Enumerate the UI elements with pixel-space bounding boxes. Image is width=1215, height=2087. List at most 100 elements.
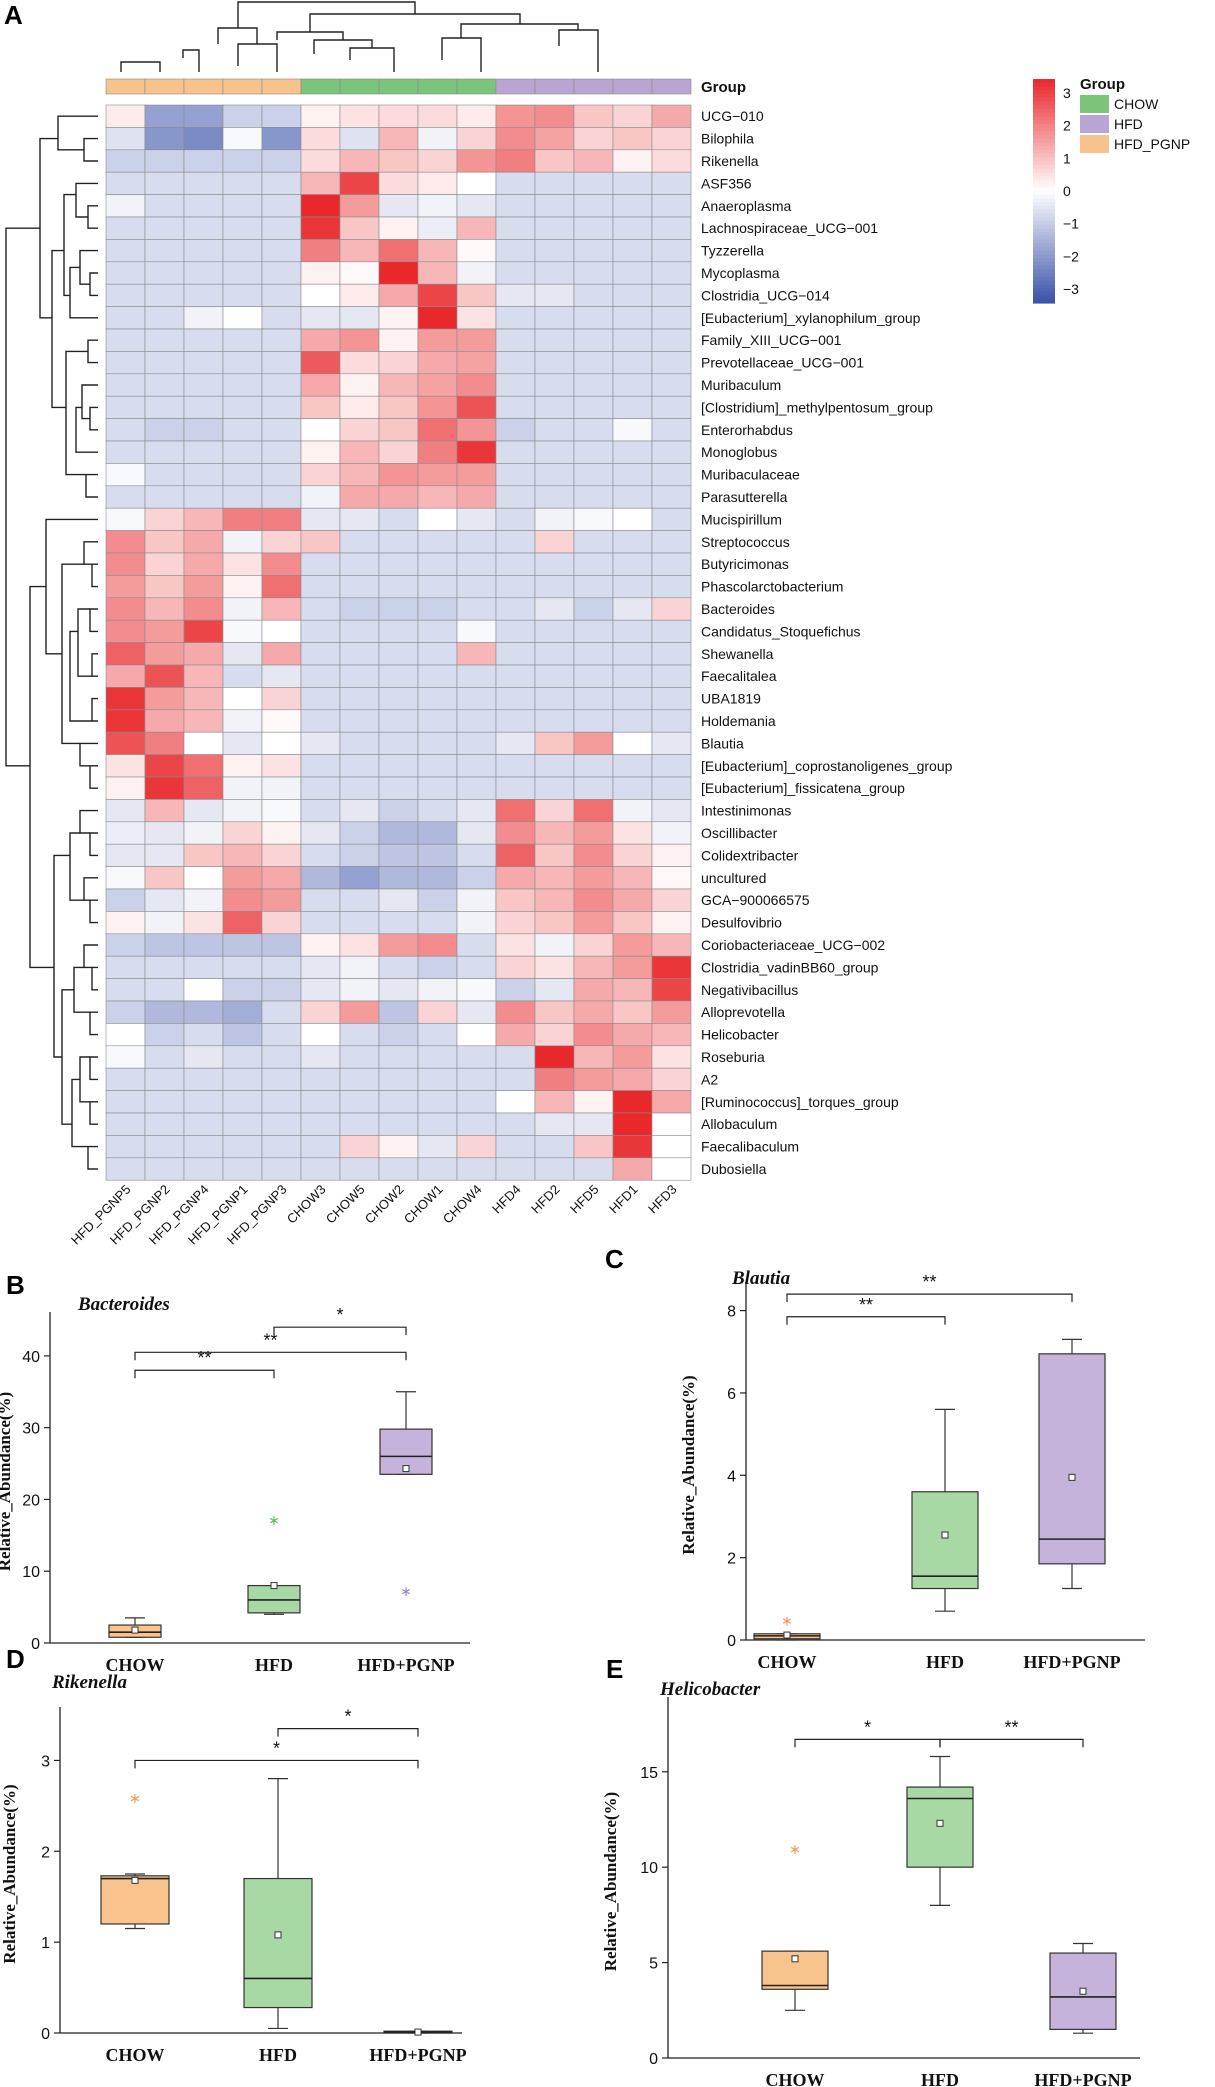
column-dendrogram-branch — [441, 37, 482, 72]
heatmap-cell — [222, 373, 263, 397]
heatmap-cell — [573, 552, 614, 576]
heatmap-cell — [222, 642, 263, 666]
sample-label: HFD4 — [489, 1182, 524, 1217]
heatmap-cell — [222, 955, 263, 979]
heatmap-cell — [105, 440, 146, 464]
heatmap-cell — [339, 351, 380, 375]
heatmap-cell — [144, 171, 185, 195]
taxon-label: Phascolarctobacterium — [701, 579, 843, 595]
heatmap-cell — [105, 149, 146, 173]
heatmap-cell — [573, 507, 614, 531]
heatmap-cell — [261, 1157, 302, 1181]
sample-label: CHOW1 — [401, 1182, 446, 1227]
heatmap-cell — [222, 194, 263, 218]
heatmap-cell — [534, 1135, 575, 1159]
heatmap-cell — [261, 664, 302, 688]
heatmap-cell — [300, 261, 341, 285]
heatmap-cell — [573, 709, 614, 733]
heatmap-cell — [261, 261, 302, 285]
heatmap-cell — [183, 149, 224, 173]
heatmap-cell — [612, 552, 653, 576]
row-dendrogram-branch — [91, 653, 98, 677]
heatmap-cell — [417, 642, 458, 666]
heatmap-cell — [573, 687, 614, 711]
row-dendrogram-branch — [39, 137, 58, 319]
heatmap-cell — [495, 1067, 536, 1091]
colorbar-tick-label: −1 — [1063, 216, 1079, 232]
heatmap-cell — [222, 664, 263, 688]
significance-bracket — [134, 1351, 407, 1361]
heatmap-cell — [417, 1112, 458, 1136]
taxon-label: Dubosiella — [701, 1161, 767, 1177]
heatmap-cell — [573, 283, 614, 307]
heatmap-cell — [417, 440, 458, 464]
taxon-label: GCA−900066575 — [701, 892, 810, 908]
heatmap-cell — [300, 1112, 341, 1136]
significance-bracket — [786, 1293, 1073, 1303]
heatmap-cell — [378, 1135, 419, 1159]
heatmap-cell — [105, 283, 146, 307]
heatmap-cell — [573, 597, 614, 621]
group-annotation-cell — [495, 78, 536, 95]
heatmap-cell — [339, 530, 380, 554]
heatmap-cell — [339, 709, 380, 733]
heatmap-cell — [144, 373, 185, 397]
x-category-label: HFD+PGNP — [369, 2045, 466, 2065]
row-dendrogram-branch — [83, 137, 98, 162]
heatmap-cell — [456, 216, 497, 240]
heatmap-cell — [105, 1067, 146, 1091]
heatmap-cell — [573, 1157, 614, 1181]
heatmap-cell — [144, 776, 185, 800]
heatmap-cell — [378, 1067, 419, 1091]
column-dendrogram-branch — [276, 31, 344, 40]
box-mean-marker — [270, 1582, 278, 1590]
colorbar-segment — [1033, 176, 1055, 181]
heatmap-cell — [612, 776, 653, 800]
heatmap-cell — [456, 731, 497, 755]
heatmap-cell — [456, 911, 497, 935]
heatmap-cell — [183, 1045, 224, 1069]
heatmap-cell — [300, 328, 341, 352]
legend-title: Group — [1080, 76, 1125, 93]
x-category-label: CHOW — [105, 2045, 164, 2065]
boxplot-helicobacter: 0 5 10 15 Relative_Abundance(%) Helicobacter ∗… — [601, 1679, 1140, 2087]
heatmap-cell — [261, 866, 302, 890]
sample-label: CHOW5 — [323, 1182, 368, 1227]
heatmap-cell — [417, 1023, 458, 1047]
heatmap-cell — [495, 1045, 536, 1069]
row-dendrogram-branch — [79, 1056, 90, 1103]
heatmap-cell — [261, 530, 302, 554]
outlier-marker: ∗ — [781, 1612, 793, 1628]
colorbar-segment — [1033, 164, 1055, 170]
colorbar-tick-label: 3 — [1063, 85, 1071, 101]
heatmap-cell — [222, 1067, 263, 1091]
colorbar-segment — [1033, 149, 1055, 155]
row-dendrogram-branch — [79, 809, 98, 834]
colorbar-segment — [1033, 101, 1055, 106]
heatmap-cell — [261, 754, 302, 778]
heatmap-cell — [378, 306, 419, 330]
heatmap-cell — [222, 821, 263, 845]
colorbar-segment — [1033, 90, 1055, 95]
heatmap-cell — [144, 821, 185, 845]
y-tick-label: 20 — [22, 1492, 40, 1509]
heatmap-cell — [222, 1045, 263, 1069]
significance-bracket — [134, 1759, 419, 1769]
heatmap-cell — [261, 1023, 302, 1047]
heatmap-cell — [144, 351, 185, 375]
colorbar-segment — [1033, 276, 1055, 282]
heatmap-cell — [222, 261, 263, 285]
row-dendrogram-branch — [5, 227, 40, 767]
box-mean-marker — [936, 1819, 944, 1827]
colorbar-segment — [1033, 93, 1055, 99]
heatmap-cell — [222, 171, 263, 195]
taxon-label: Muribaculaceae — [701, 467, 800, 483]
heatmap-cell — [300, 978, 341, 1002]
heatmap-cell — [222, 1023, 263, 1047]
heatmap-cell — [261, 395, 302, 419]
heatmap-cell — [534, 978, 575, 1002]
heatmap-cell — [339, 687, 380, 711]
heatmap-cell — [144, 888, 185, 912]
heatmap-cell — [651, 687, 692, 711]
heatmap-cell — [651, 776, 692, 800]
